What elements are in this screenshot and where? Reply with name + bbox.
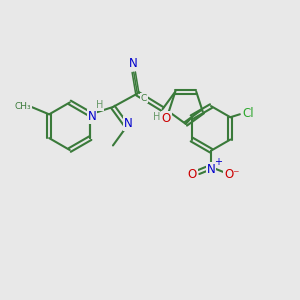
Text: H: H (96, 100, 103, 110)
Text: CH₃: CH₃ (15, 102, 31, 111)
Text: C: C (141, 94, 147, 103)
Text: O⁻: O⁻ (224, 168, 240, 181)
Text: N: N (207, 163, 215, 176)
Text: N: N (88, 110, 96, 123)
Text: Cl: Cl (242, 107, 254, 120)
Text: O: O (162, 112, 171, 124)
Text: H: H (153, 112, 160, 122)
Text: N: N (124, 117, 133, 130)
Text: N: N (129, 57, 137, 70)
Text: O: O (188, 168, 196, 181)
Text: +: + (214, 157, 222, 167)
